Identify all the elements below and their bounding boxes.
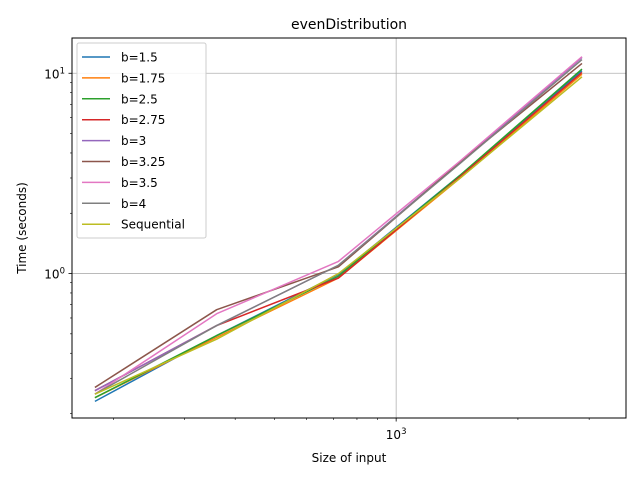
series-lines (94, 56, 583, 403)
legend-label: b=1.75 (121, 71, 165, 85)
x-tick-label: 103 (386, 427, 407, 442)
plot-frame (71, 37, 627, 419)
y-axis-label: Time (seconds) (15, 182, 29, 275)
y-tick-label: 101 (44, 66, 65, 81)
y-tick-label: 100 (44, 267, 65, 282)
legend-label: Sequential (121, 218, 185, 232)
legend: b=1.5 b=1.75 b=2.5 b=2.75 b=3 b=3.25 b=3.5 b=4 S… (76, 42, 207, 239)
axis-ticks: 103 100 101 (44, 66, 590, 442)
legend-label: b=4 (121, 197, 146, 211)
legend-frame (76, 42, 207, 239)
chart-title: evenDistribution (291, 17, 407, 33)
legend-label: b=3 (121, 134, 146, 148)
series-line-sequential (94, 76, 583, 395)
legend-label: b=2.5 (121, 92, 158, 106)
series-line-b-2-5 (94, 68, 583, 399)
series-line-b-4 (94, 59, 583, 395)
legend-label: b=3.25 (121, 155, 165, 169)
legend-label: b=1.5 (121, 51, 158, 65)
x-axis-label: Size of input (312, 451, 387, 465)
legend-label: b=2.75 (121, 113, 165, 127)
legend-label: b=3.5 (121, 176, 158, 190)
series-line-b-3-5 (94, 56, 583, 395)
